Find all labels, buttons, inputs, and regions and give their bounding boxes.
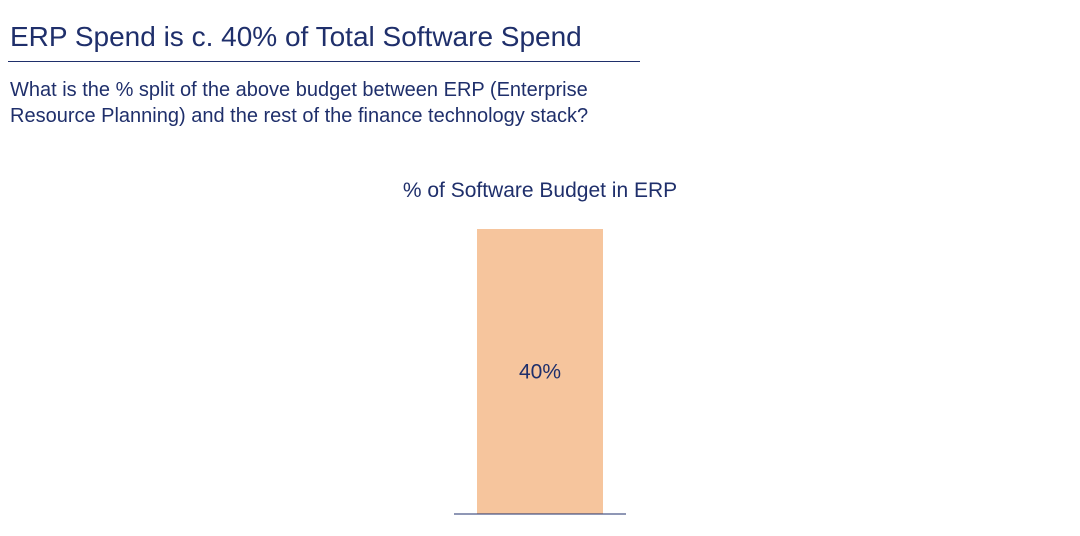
question-text: What is the % split of the above budget … — [10, 79, 589, 127]
bar-erp — [477, 229, 603, 514]
title-divider — [8, 61, 640, 62]
bar-value-label: 40% — [519, 361, 561, 384]
bar-group: 40% — [477, 229, 603, 514]
chart-title: % of Software Budget in ERP — [403, 179, 677, 202]
slide-title: ERP Spend is c. 40% of Total Software Sp… — [10, 21, 582, 52]
